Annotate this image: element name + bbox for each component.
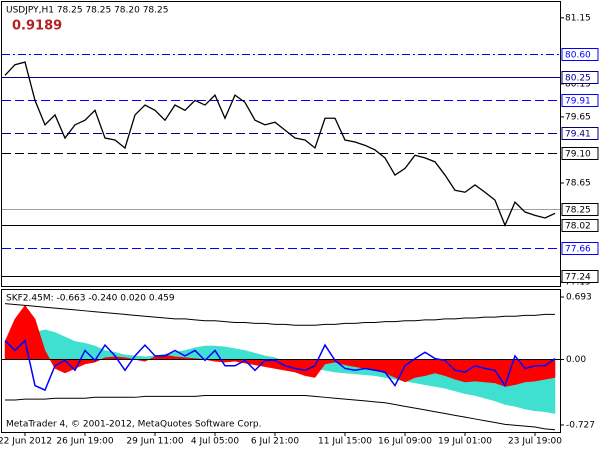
copyright: MetaTrader 4, © 2001-2012, MetaQuotes So…: [6, 420, 262, 430]
level-label: 78.02: [565, 222, 591, 232]
area-segment: [534, 359, 546, 382]
level-label-box: [561, 147, 599, 160]
x-tick-label: 26 Jun 19:00: [56, 437, 113, 447]
level-label-box: [561, 219, 599, 232]
area-segment: [74, 341, 86, 360]
level-label-box: [561, 127, 599, 140]
area-segment: [434, 359, 446, 377]
level-label: 79.10: [565, 150, 591, 160]
x-tick-label: 16 Jul 09:00: [378, 437, 432, 447]
level-label: 77.24: [565, 273, 591, 283]
x-tick-label: 4 Jul 05:00: [191, 437, 240, 447]
area-segment: [224, 346, 236, 360]
level-label: 79.91: [565, 97, 591, 107]
level-label-box: [561, 242, 599, 255]
area-segment: [474, 359, 486, 383]
y-tick-label: 79.65: [565, 112, 591, 122]
x-tick-label: 29 Jun 11:00: [126, 437, 183, 447]
area-segment: [134, 355, 146, 360]
level-label-box: [561, 203, 599, 216]
y-tick-label: -0.727: [566, 420, 595, 430]
level-label: 79.41: [565, 130, 591, 140]
area-segment: [354, 359, 366, 369]
level-label: 80.60: [565, 51, 591, 61]
x-tick-label: 11 Jul 15:00: [318, 437, 372, 447]
area-segment: [414, 359, 426, 378]
level-label-box: [561, 71, 599, 84]
price-frame: [1, 1, 561, 287]
indicator-line: [4, 339, 556, 392]
indicator-title: SKF2.45M: -0.663 -0.240 0.020 0.459: [6, 294, 175, 304]
area-segment: [524, 359, 536, 383]
indicator-line: [4, 303, 555, 326]
x-tick-label: 19 Jul 01:00: [438, 437, 492, 447]
area-segment: [484, 359, 496, 384]
area-segment: [234, 348, 246, 360]
indicator-frame: [1, 289, 561, 433]
x-tick-label: 23 Jul 19:00: [508, 437, 562, 447]
level-label: 77.66: [565, 245, 591, 255]
level-label: 80.25: [565, 74, 591, 84]
chart-title: USDJPY,H1 78.25 78.25 78.20 78.25: [6, 6, 168, 16]
y-tick-label: 80.15: [565, 79, 591, 89]
area-segment: [424, 359, 436, 377]
level-label-box: [561, 48, 599, 61]
x-tick-label: 22 Jun 2012: [0, 437, 52, 447]
indicator-line: [5, 395, 556, 431]
price-line: [4, 61, 556, 227]
level-label: 78.25: [565, 206, 591, 216]
x-tick-label: 6 Jul 21:00: [251, 437, 300, 447]
area-segment: [54, 332, 66, 360]
level-label-box: [561, 94, 599, 107]
y-tick-label: 0.00: [566, 355, 586, 365]
y-tick-label: 0.693: [566, 293, 592, 303]
chart-subtitle: 0.9189: [12, 19, 62, 34]
y-tick-label: 81.15: [565, 13, 591, 23]
level-label-box: [561, 270, 599, 283]
y-tick-label: 78.65: [565, 178, 591, 188]
